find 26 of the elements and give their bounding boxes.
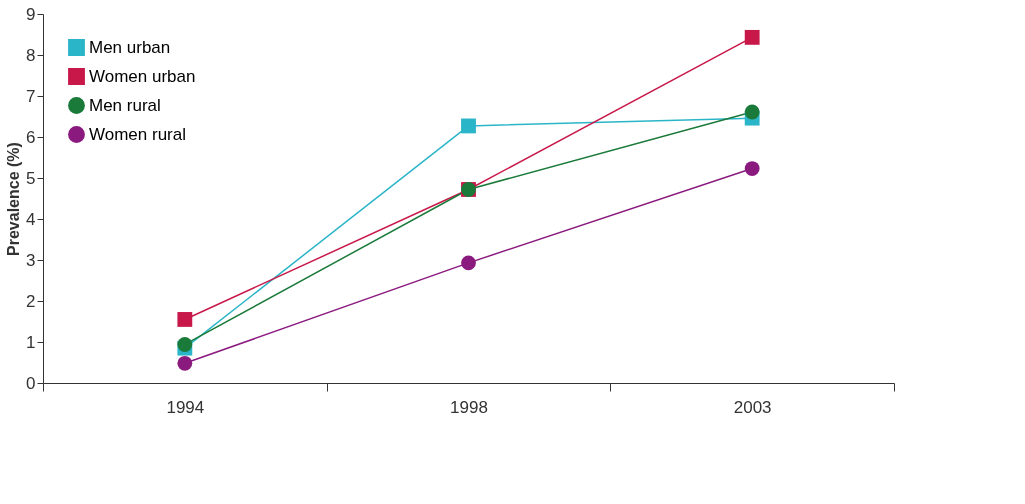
point xyxy=(461,118,476,134)
y-tick-label: 5 xyxy=(26,168,36,188)
y-tick-label: 4 xyxy=(26,209,36,229)
y-tick-label: 3 xyxy=(26,250,36,270)
point xyxy=(177,337,193,352)
y-tick-label: 6 xyxy=(26,127,36,147)
y-tick-label: 2 xyxy=(26,291,36,311)
y-tick-label: 1 xyxy=(26,332,36,352)
y-tick-label: 9 xyxy=(26,4,36,24)
point xyxy=(177,355,193,371)
legend-label: Women urban xyxy=(89,66,196,86)
x-tick-label: 1994 xyxy=(166,397,205,417)
y-axis-title: Prevalence (%) xyxy=(5,142,23,256)
point xyxy=(177,312,193,327)
y-tick-label: 0 xyxy=(26,373,36,393)
point xyxy=(744,161,760,176)
legend-label: Women rural xyxy=(89,124,186,144)
y-tick-label: 7 xyxy=(26,86,36,106)
legend-label: Men urban xyxy=(89,37,171,57)
point xyxy=(744,29,760,45)
x-tick-label: 1998 xyxy=(450,397,488,417)
x-tick-label: 2003 xyxy=(733,397,772,417)
point xyxy=(744,104,760,120)
legend-label: Men rural xyxy=(89,95,161,115)
point xyxy=(461,255,476,271)
y-tick-label: 8 xyxy=(26,45,36,65)
